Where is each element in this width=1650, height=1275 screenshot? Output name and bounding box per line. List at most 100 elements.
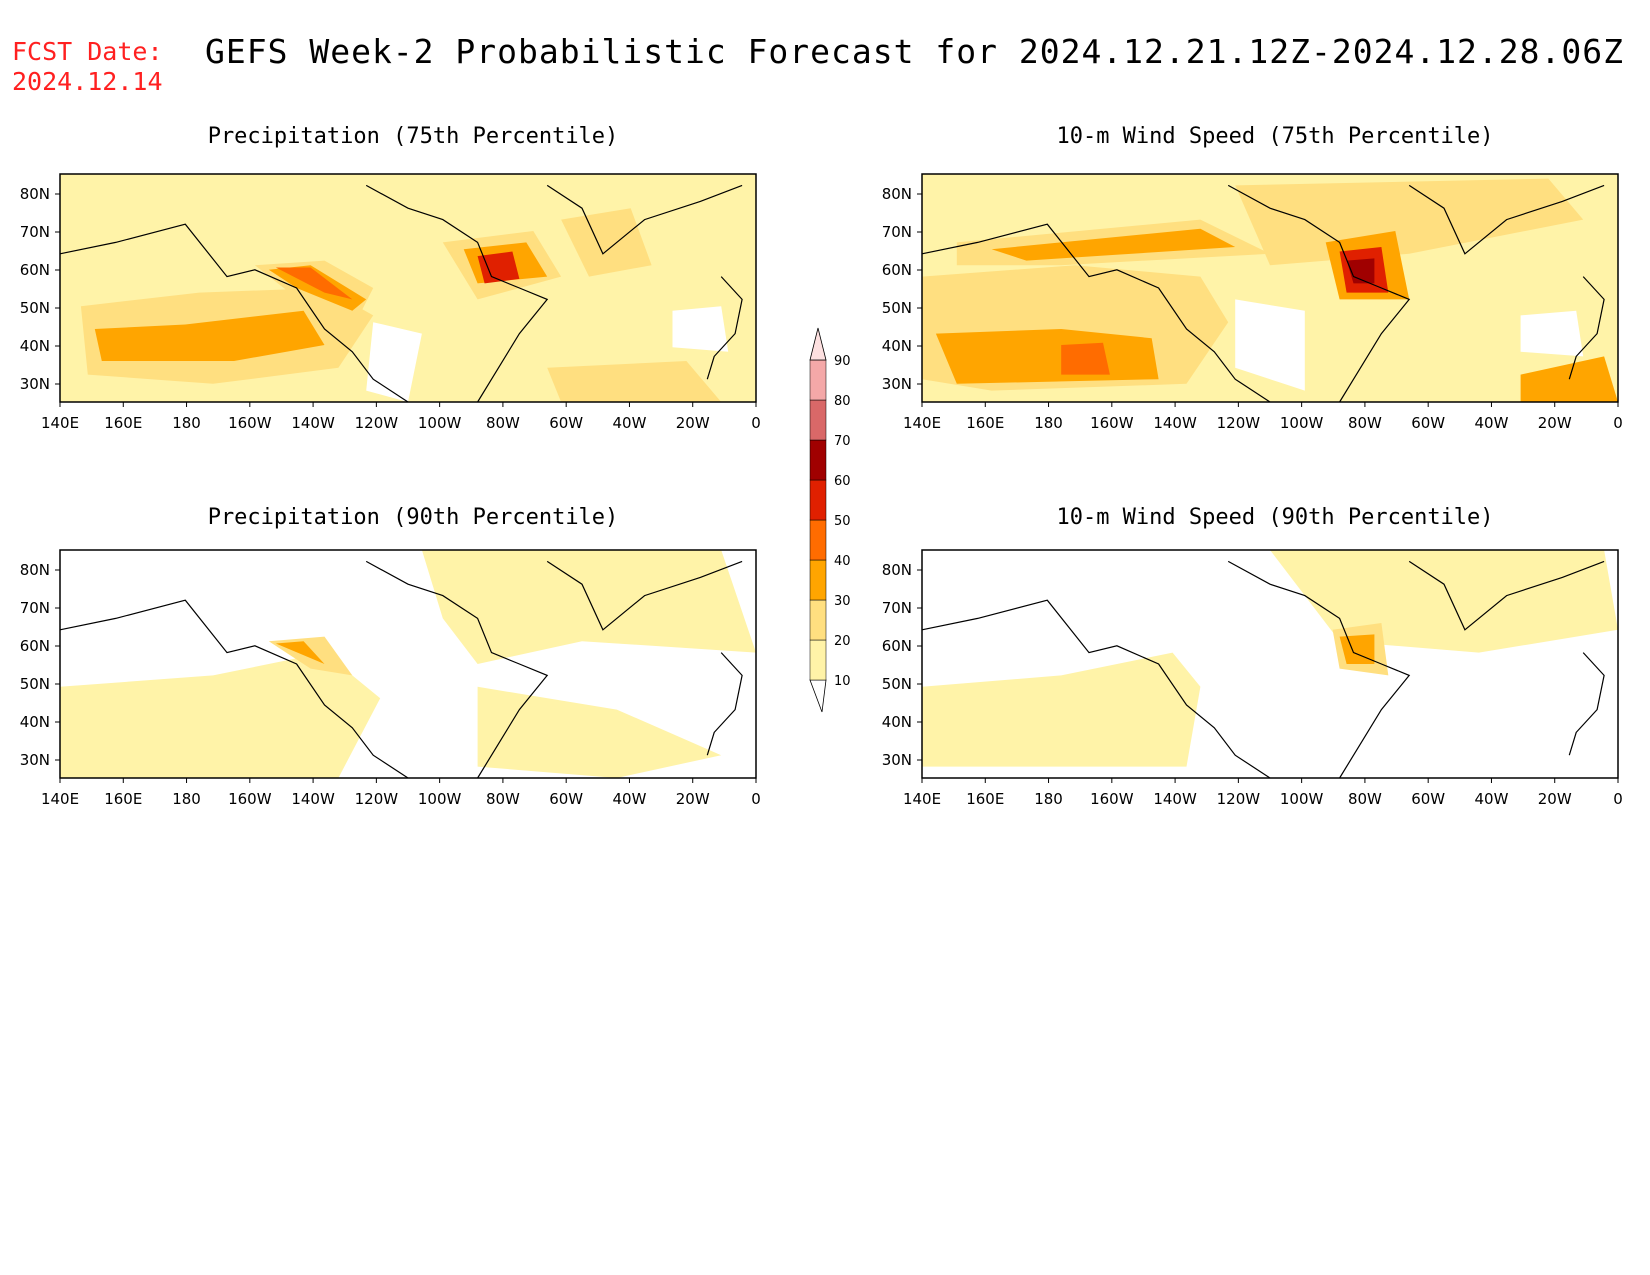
map-precip-90: 140E 160E 180 160W 140W 120W 100W 80W 60W 40W 20W 0… [20, 549, 761, 808]
x-tick-label: 60W [549, 414, 583, 432]
x-tick-label: 80W [486, 414, 520, 432]
colorbar-bin [809, 439, 827, 481]
x-tick-label: 80W [1348, 414, 1382, 432]
forecast-shading [561, 208, 652, 277]
coastline [1227, 184, 1411, 403]
colorbar: 10 20 30 40 50 60 70 80 90 [800, 270, 860, 713]
colorbar-label: 70 [834, 434, 851, 449]
x-tick-label: 0 [1613, 790, 1623, 808]
x-tick-label: 40W [1474, 790, 1508, 808]
y-tick-label: 40N [882, 713, 912, 731]
x-tick-label: 160W [228, 414, 272, 432]
y-tick-label: 70N [882, 599, 912, 617]
x-tick-label: 160E [104, 790, 142, 808]
colorbar-bin [809, 559, 827, 601]
forecast-shading [477, 686, 722, 778]
x-tick-label: 100W [418, 790, 462, 808]
coastline [1568, 652, 1605, 756]
forecast-shading [935, 329, 1159, 384]
colorbar-label: 10 [834, 674, 851, 689]
main-title: GEFS Week-2 Probabilistic Forecast for 2… [205, 32, 1625, 71]
x-tick-label: 40W [612, 790, 646, 808]
colorbar-label: 20 [834, 634, 851, 649]
map-wind-75: 140E 160E 180 160W 140W 120W 100W 80W 60W 40W 20W 0… [882, 173, 1623, 432]
forecast-shading [1061, 342, 1110, 375]
colorbar-label: 50 [834, 514, 851, 529]
coastline [546, 560, 743, 631]
x-tick-label: 160W [1090, 414, 1134, 432]
x-tick-label: 20W [676, 790, 710, 808]
colorbar-bin [809, 479, 827, 521]
forecast-shading [366, 322, 422, 402]
x-tick-label: 160E [966, 414, 1004, 432]
map-panel-precip-90: 140E 160E 180 160W 140W 120W 100W 80W 60W 40W 20W 0… [0, 549, 780, 814]
y-tick-label: 80N [882, 561, 912, 579]
x-tick-label: 60W [1411, 414, 1445, 432]
x-tick-label: 120W [1217, 790, 1261, 808]
coastline [706, 276, 743, 380]
colorbar-label: 80 [834, 394, 851, 409]
x-tick-label: 80W [486, 790, 520, 808]
y-tick-label: 50N [882, 299, 912, 317]
x-tick-label: 140W [1153, 790, 1197, 808]
colorbar-label: 60 [834, 474, 851, 489]
x-tick-label: 100W [1280, 414, 1324, 432]
map-panel-wind-90: 140E 160E 180 160W 140W 120W 100W 80W 60W 40W 20W 0… [862, 549, 1642, 814]
x-tick-label: 0 [1613, 414, 1623, 432]
colorbar-bin [809, 327, 827, 361]
colorbar-bin [809, 399, 827, 441]
y-tick-label: 50N [20, 299, 50, 317]
forecast-shading [991, 228, 1236, 261]
x-tick-label: 160E [966, 790, 1004, 808]
panel-title-precip-90: Precipitation (90th Percentile) [207, 505, 619, 530]
forecast-shading [275, 641, 325, 664]
y-tick-label: 80N [20, 561, 50, 579]
coastline [1227, 560, 1411, 779]
forecast-date-value: 2024.12.14 [12, 67, 163, 96]
y-tick-label: 30N [20, 375, 50, 393]
map-precip-75: 140E 160E 180 160W 140W 120W 100W 80W 60W 40W 20W 0… [20, 173, 761, 432]
x-tick-label: 20W [1538, 414, 1572, 432]
x-tick-label: 40W [1474, 414, 1508, 432]
y-tick-label: 40N [20, 337, 50, 355]
x-tick-label: 180 [1034, 414, 1063, 432]
x-tick-label: 180 [1034, 790, 1063, 808]
forecast-shading [1235, 299, 1305, 391]
coastline [1408, 184, 1605, 255]
x-tick-label: 20W [676, 414, 710, 432]
x-tick-label: 140E [41, 414, 79, 432]
x-tick-label: 140E [903, 790, 941, 808]
x-tick-label: 40W [612, 414, 646, 432]
forecast-shading [477, 251, 520, 284]
map-frame [59, 173, 757, 403]
coastline [365, 560, 549, 779]
y-tick-label: 30N [882, 375, 912, 393]
coastline [1568, 276, 1605, 380]
y-tick-label: 30N [882, 751, 912, 769]
colorbar-label: 90 [834, 354, 851, 369]
x-tick-label: 0 [751, 790, 761, 808]
forecast-shading [956, 721, 1131, 760]
forecast-shading [275, 267, 353, 300]
forecast-shading [421, 550, 756, 664]
forecast-shading [94, 310, 325, 361]
y-tick-label: 70N [882, 223, 912, 241]
coastline [706, 652, 743, 756]
y-tick-label: 60N [20, 261, 50, 279]
map-wind-90: 140E 160E 180 160W 140W 120W 100W 80W 60W 40W 20W 0… [882, 549, 1623, 808]
forecast-shading [672, 306, 729, 352]
map-frame [59, 549, 757, 779]
x-tick-label: 160W [228, 790, 272, 808]
colorbar-bin [809, 519, 827, 561]
panel-title-wind-75: 10-m Wind Speed (75th Percentile) [1056, 124, 1494, 149]
x-tick-label: 60W [1411, 790, 1445, 808]
coastline [921, 599, 1271, 779]
y-tick-label: 50N [882, 675, 912, 693]
map-panel-precip-75: 140E 160E 180 160W 140W 120W 100W 80W 60W 40W 20W 0… [0, 173, 780, 438]
y-tick-label: 80N [882, 185, 912, 203]
x-tick-label: 100W [1280, 790, 1324, 808]
forecast-shading [1235, 178, 1584, 266]
y-tick-label: 70N [20, 223, 50, 241]
x-tick-label: 0 [751, 414, 761, 432]
forecast-shading [547, 361, 722, 402]
